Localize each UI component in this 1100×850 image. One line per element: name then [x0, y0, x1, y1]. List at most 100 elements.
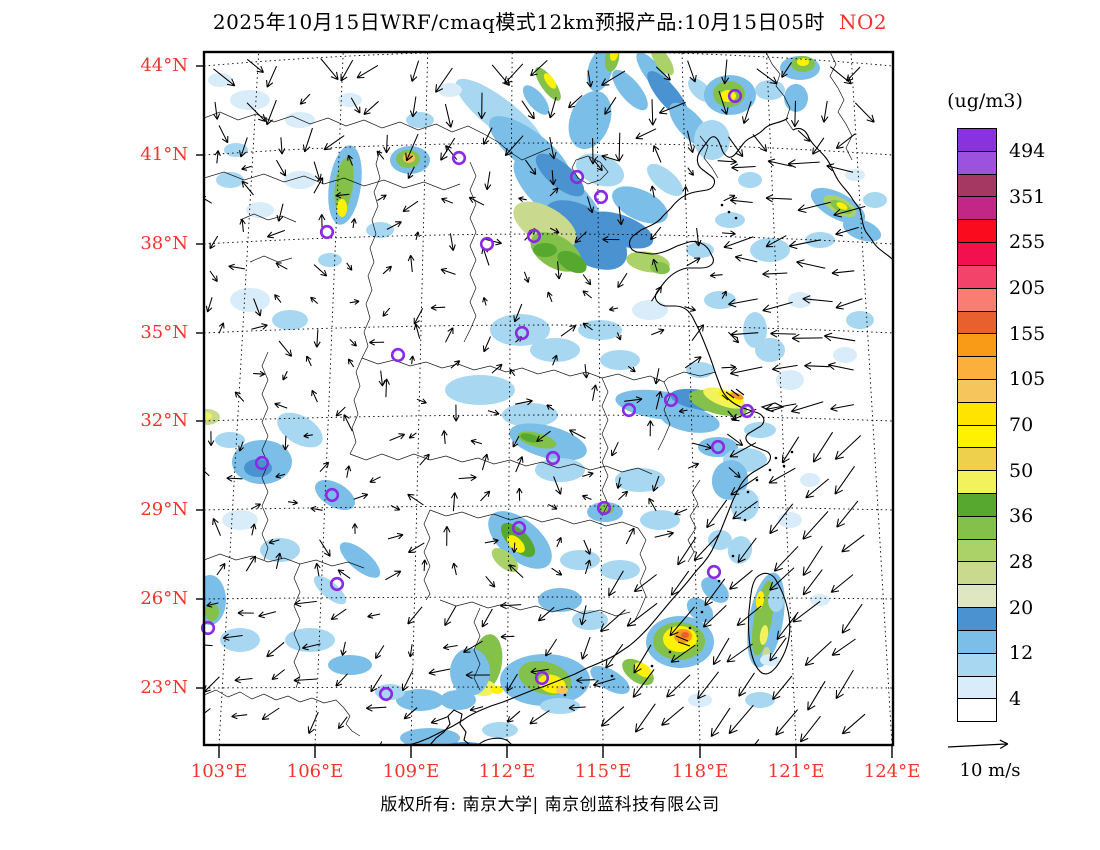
lat-label: 32°N — [140, 410, 188, 431]
province-boundary-path — [204, 553, 365, 569]
meridian-line — [850, 52, 893, 745]
wind-arrow — [655, 391, 663, 410]
wind-arrow — [204, 641, 213, 648]
wind-arrow — [523, 271, 530, 283]
wind-arrow — [717, 158, 737, 166]
colorbar-tick-label: 205 — [1009, 276, 1046, 299]
island-dot — [720, 203, 724, 207]
wind-arrow — [651, 475, 660, 492]
wind-arrow — [421, 559, 428, 572]
wind-arrow — [836, 500, 859, 528]
concentration-blob — [535, 153, 585, 197]
wind-arrow — [387, 532, 404, 540]
lon-label: 118°E — [671, 761, 729, 782]
coastline-path — [429, 709, 513, 745]
concentration-blob — [339, 542, 381, 578]
wind-arrow — [274, 294, 282, 303]
province-boundary-path — [349, 357, 363, 455]
wind-arrow — [241, 165, 252, 171]
wind-arrow — [834, 435, 862, 460]
wind-arrow — [516, 487, 523, 501]
concentration-blob — [730, 489, 760, 521]
wind-arrow — [670, 644, 696, 663]
wind-arrow — [729, 569, 753, 590]
wind-arrow — [721, 59, 730, 85]
province-boundary-path — [445, 455, 653, 475]
wind-arrow — [586, 70, 594, 88]
wind-arrow — [491, 64, 511, 86]
wind-arrow — [237, 609, 254, 617]
wind-arrow — [579, 605, 587, 626]
concentration-blob — [778, 512, 802, 528]
province-boundary-path — [633, 527, 647, 623]
wind-arrow — [568, 429, 586, 439]
wind-arrow — [802, 511, 829, 540]
wind-arrow — [335, 406, 346, 417]
wind-arrow — [771, 364, 798, 373]
wind-arrow — [797, 201, 831, 214]
concentration-blob — [745, 692, 775, 708]
wind-arrow — [320, 58, 339, 81]
wind-arrow — [651, 328, 665, 336]
concentration-blob — [810, 594, 830, 606]
wind-arrow — [661, 706, 684, 726]
concentration-blob — [556, 686, 568, 694]
wind-arrow — [728, 298, 758, 308]
wind-arrow — [346, 262, 353, 271]
wind-arrow — [650, 226, 662, 241]
station-marker — [254, 455, 270, 471]
colorbar-tick-label: 255 — [1009, 231, 1046, 254]
wind-arrow — [624, 396, 643, 404]
wind-arrow — [443, 525, 451, 546]
wind-arrow — [635, 128, 657, 140]
wind-arrow — [833, 205, 866, 218]
concentration-blob — [715, 212, 745, 228]
wind-arrow — [553, 476, 562, 495]
wind-arrow — [632, 669, 655, 698]
station-marker — [710, 439, 726, 455]
wind-arrow — [410, 60, 420, 82]
wind-arrow — [214, 150, 221, 164]
wind-arrow — [216, 562, 226, 576]
wind-arrow — [772, 675, 793, 700]
wind-arrow — [275, 159, 287, 177]
wind-arrow — [450, 492, 458, 512]
wind-arrow — [530, 667, 549, 675]
wind-arrow — [253, 370, 266, 377]
wind-arrow — [560, 324, 577, 337]
station-marker — [319, 224, 335, 240]
station-marker — [511, 520, 527, 536]
wind-arrow — [274, 402, 288, 409]
concentration-blob — [491, 686, 503, 694]
wind-arrow — [693, 533, 720, 561]
island-dot — [746, 490, 750, 494]
wind-arrow — [275, 262, 288, 270]
station-marker — [569, 169, 585, 185]
wind-arrow — [583, 539, 592, 555]
lon-label: 115°E — [574, 761, 632, 782]
concentration-blob — [730, 392, 744, 400]
wind-arrow — [403, 707, 418, 720]
colorbar-segment — [958, 448, 996, 472]
concentration-blob — [482, 722, 518, 738]
province-boundary-path — [349, 453, 447, 461]
wind-arrow — [854, 102, 875, 123]
wind-arrow — [506, 673, 518, 692]
concentration-blob — [632, 300, 668, 320]
concentration-blob — [560, 550, 600, 570]
colorbar-segment — [958, 265, 996, 289]
concentration-blob — [502, 403, 558, 427]
wind-arrow — [513, 303, 523, 323]
wind-arrow — [374, 645, 385, 659]
wind-arrow — [278, 340, 293, 357]
wind-arrow — [835, 298, 863, 310]
wind-arrow — [684, 305, 696, 312]
wind-arrow — [710, 707, 731, 738]
wind-arrow — [509, 368, 516, 377]
wind-arrow — [337, 569, 351, 579]
wind-arrow — [445, 327, 454, 343]
wind-arrow — [652, 145, 662, 163]
island-dot — [688, 626, 692, 630]
wind-arrow — [205, 297, 213, 313]
wind-arrow — [303, 432, 313, 439]
